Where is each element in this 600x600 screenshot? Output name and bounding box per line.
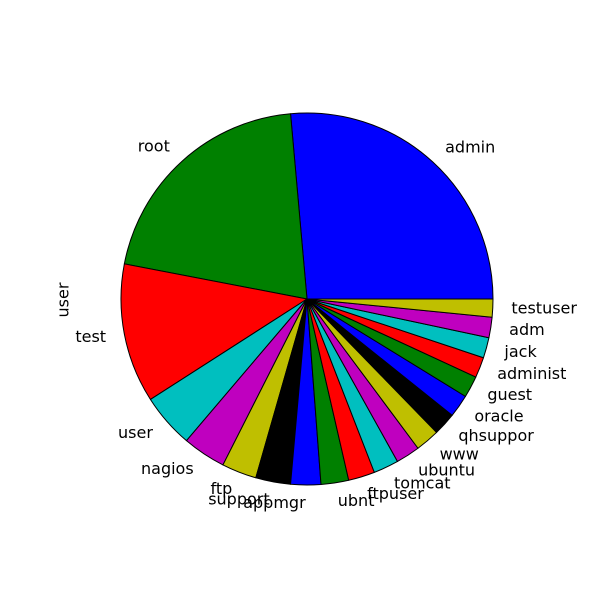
slice-label-www: www [440,444,479,463]
slice-label-user: user [118,423,153,442]
slice-label-ftp: ftp [210,479,232,498]
slice-label-administ: administ [497,364,566,383]
pie-slice-testuser [306,298,494,318]
y-axis-label: user [54,282,73,317]
slice-label-oracle: oracle [474,406,523,425]
slice-label-jack: jack [503,342,537,361]
pie-slice-admin [290,112,494,300]
slice-label-testuser: testuser [511,299,577,318]
slice-label-nagios: nagios [141,459,194,478]
slice-label-test: test [75,327,106,346]
pie-slice-root [123,113,308,300]
slice-label-tomcat: tomcat [394,474,451,493]
slice-label-adm: adm [509,320,545,339]
pie-slices [120,112,494,486]
slice-label-ubnt: ubnt [338,491,375,510]
slice-label-ftpuser: ftpuser [367,484,424,503]
slice-label-guest: guest [487,385,532,404]
slice-label-admin: admin [445,138,495,157]
slice-label-ubuntu: ubuntu [418,460,475,479]
pie-slice-test [120,263,308,400]
slice-label-qhsuppor: qhsuppor [458,426,534,445]
slice-label-root: root [138,137,170,156]
slice-label-appmgr: appmgr [243,493,306,512]
slice-label-support: support [208,490,269,509]
